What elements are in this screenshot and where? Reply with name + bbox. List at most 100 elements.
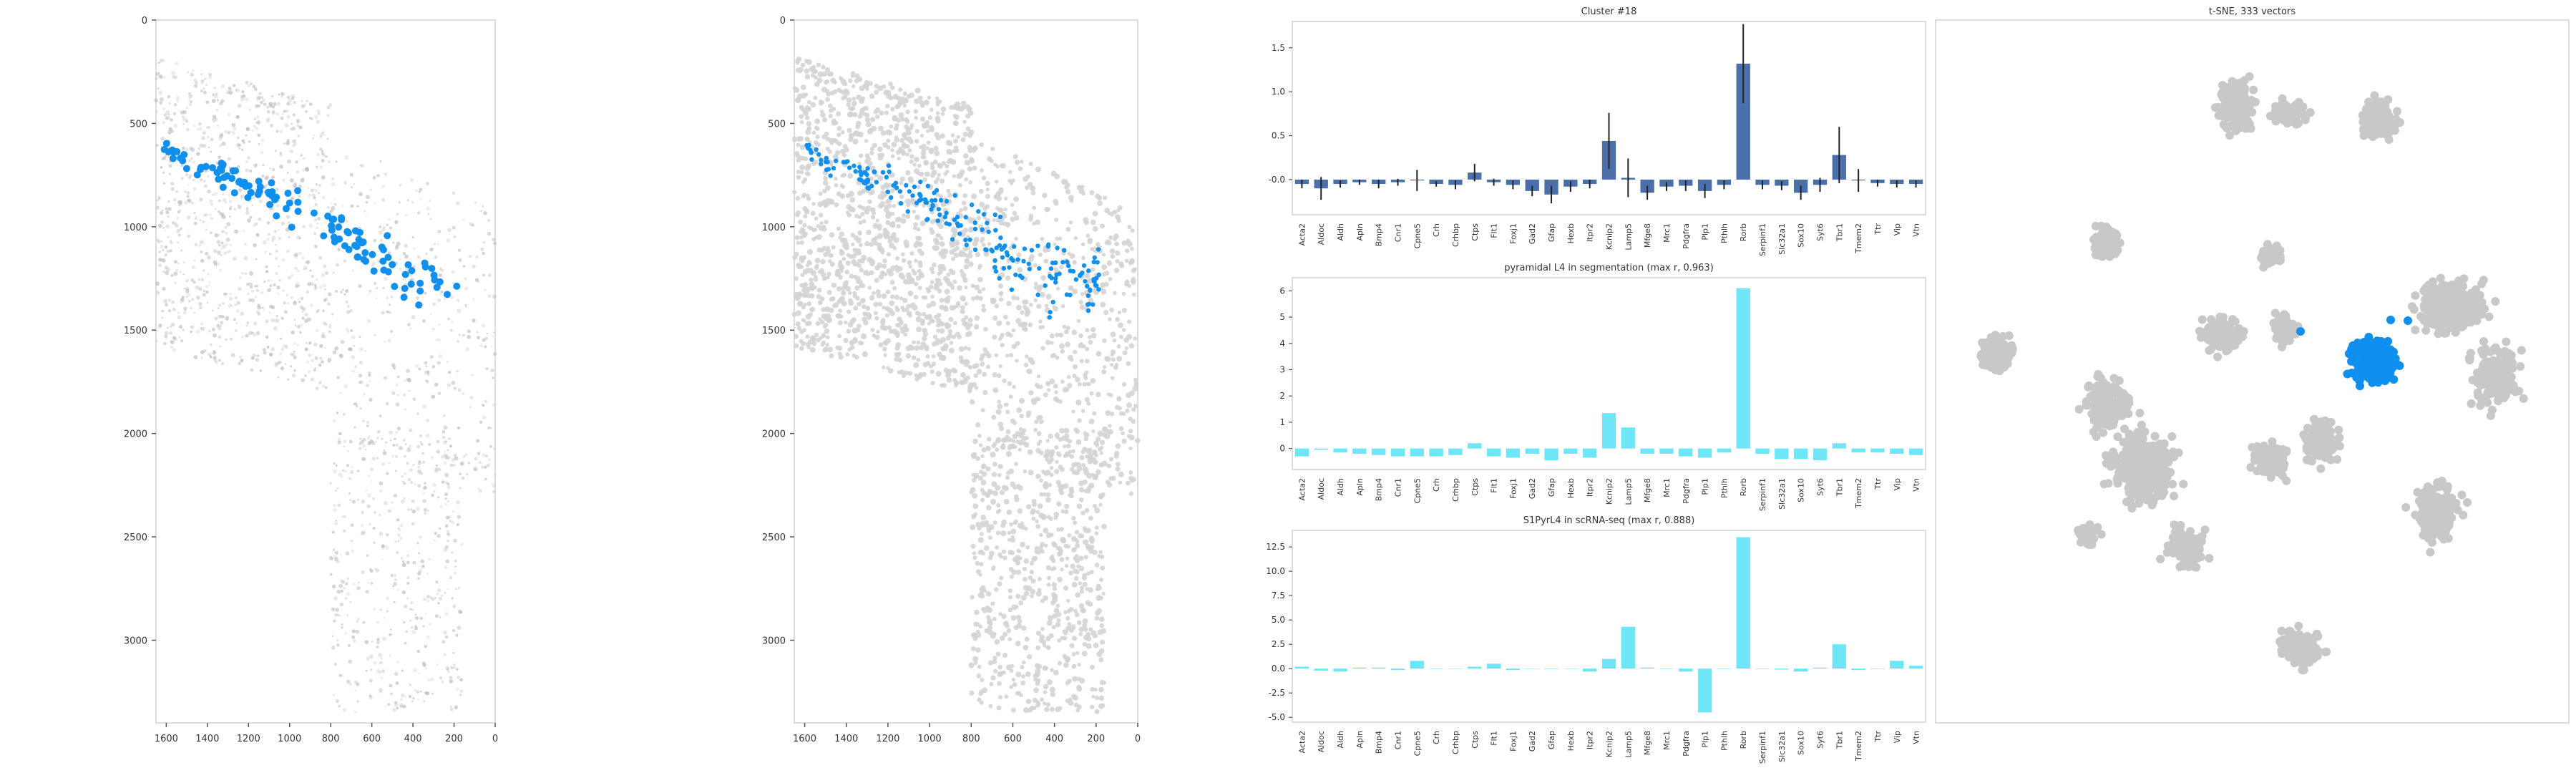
tissue-cell [232,84,236,87]
tissue-cell [211,193,214,196]
highlight-point [294,208,302,215]
tissue-cell [493,331,495,334]
tissue-cell [384,545,389,550]
tissue-cell [1023,299,1029,305]
tissue-cell [885,289,891,295]
tissue-cell [187,293,191,296]
y-tick-label: 0 [142,16,147,26]
tissue-cell [1114,362,1119,367]
tissue-cell [291,273,294,277]
tissue-cell [950,367,957,373]
tissue-cell [331,177,334,180]
tissue-cell [404,254,409,259]
tissue-cell [801,341,806,346]
tissue-cell [168,127,172,131]
tissue-cell [862,219,867,224]
tissue-cell [1050,567,1054,571]
x-tick-label: Tmem2 [1854,478,1863,509]
tissue-cell [278,265,280,268]
tissue-cell [472,223,474,227]
tissue-cell [257,133,260,137]
tissue-cell [1034,545,1040,551]
tissue-cell [366,658,370,661]
tissue-cell [1113,237,1117,242]
highlight-point [165,148,172,156]
tissue-cell [795,310,801,316]
tissue-cell [493,241,497,245]
tissue-cell [346,310,351,314]
tissue-cell [469,396,474,399]
tissue-cell [1008,333,1013,338]
tissue-cell [306,99,308,102]
tissue-cell [1045,497,1051,503]
tissue-cell [487,218,491,223]
tissue-cell [344,470,347,473]
tissue-cell [1111,357,1116,362]
tissue-cell [967,364,972,369]
tissue-cell [854,285,860,291]
tissue-cell [839,237,846,243]
tissue-cell [938,356,944,361]
tissue-cell [418,552,421,555]
tissue-cell [175,216,180,220]
tissue-cell [1020,680,1026,686]
tissue-cell [794,293,799,298]
highlight-point [1064,292,1070,297]
tissue-cell [255,284,258,288]
tissue-cell [344,155,349,160]
tissue-cell [1014,160,1020,165]
tissue-cell [278,228,280,231]
tissue-cell [364,349,367,352]
tissue-cell [192,281,196,284]
tissue-cell [1044,706,1050,712]
highlight-point [874,180,879,185]
tissue-cell [248,282,253,287]
highlight-point [384,253,392,261]
tissue-cell [1106,463,1112,469]
tissue-cell [215,361,218,364]
tissue-cell [192,187,197,191]
tissue-cell [963,264,970,270]
tissue-cell [205,100,210,104]
tissue-cell [1115,443,1121,449]
tissue-cell [1085,233,1091,238]
tissue-cell [892,245,897,251]
tissue-cell [1033,263,1038,268]
tissue-cell [1004,694,1009,699]
tissue-cell [1086,402,1091,406]
tissue-cell [861,254,867,261]
tissue-cell [1003,208,1008,212]
highlight-point [910,193,915,198]
tissue-cell [367,582,369,584]
tissue-cell [937,267,943,272]
tissue-cell [450,320,454,324]
tissue-cell [1088,535,1095,541]
tissue-cell [1088,457,1094,463]
tissue-cell [1082,447,1088,452]
tissue-cell [308,193,311,197]
tissue-cell [319,132,324,137]
tissue-cell [877,301,883,307]
tissue-cell [204,213,208,217]
tissue-cell [972,240,978,247]
tissue-cell [815,321,821,326]
tissue-cell [161,209,164,212]
tissue-cell [821,334,826,339]
tissue-cell [279,279,281,282]
tissue-cell [795,195,801,201]
tissue-cell [914,129,919,134]
tissue-cell [1100,301,1106,308]
tissue-cell [810,102,816,108]
tissue-cell [277,376,280,379]
tissue-cell [1039,492,1044,497]
tissue-cell [1064,451,1070,457]
tissue-cell [896,223,901,229]
tissue-cell [301,311,304,313]
tissue-cell [845,352,850,357]
tissue-cell [414,689,416,691]
highlight-point [865,166,870,171]
tissue-cell [890,211,895,216]
tissue-cell [800,62,806,68]
tissue-cell [1065,443,1071,449]
tissue-cell [219,345,221,348]
